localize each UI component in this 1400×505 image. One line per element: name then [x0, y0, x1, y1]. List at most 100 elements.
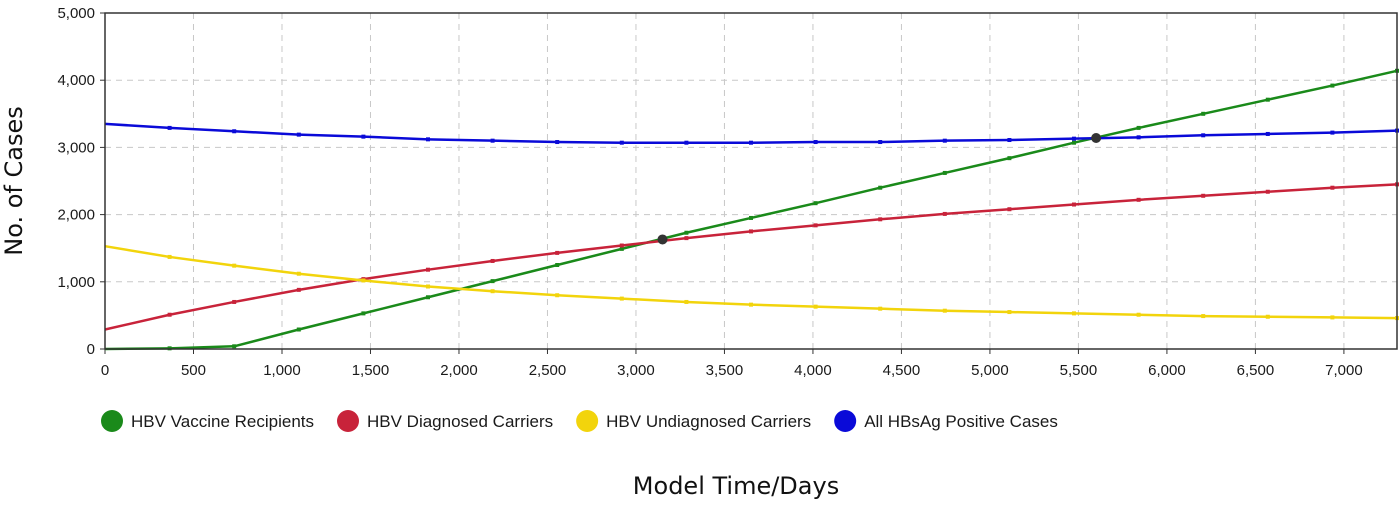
x-tick-label: 3,500 [706, 362, 744, 379]
x-tick-label: 1,500 [352, 362, 390, 379]
series-point [619, 296, 624, 301]
series-point [361, 134, 366, 139]
series-point [1072, 140, 1076, 145]
x-tick-label: 2,500 [529, 362, 567, 379]
legend-swatch [337, 410, 359, 432]
legend-label: HBV Diagnosed Carriers [367, 412, 553, 431]
series-point [942, 211, 947, 216]
series-point [232, 299, 237, 304]
x-tick-label: 3,000 [617, 362, 655, 379]
grid-lines [105, 13, 1397, 349]
series-point [813, 304, 818, 309]
series-point [426, 295, 430, 300]
intersection-markers [657, 132, 1102, 245]
series-point [813, 223, 818, 228]
series-point [813, 140, 818, 145]
axis-ticks: 0 500 1,000 1,500 2,000 2,500 3,000 3,500 4,000 4… [57, 5, 1362, 379]
series-point [167, 125, 172, 130]
series-point [749, 140, 753, 145]
series-line-3 [104, 244, 1398, 320]
x-axis-title: Model Time/Days [633, 472, 839, 500]
series-point [232, 263, 237, 268]
y-tick-label: 4,000 [57, 72, 95, 89]
series-line-2 [104, 183, 1398, 331]
series-point [1007, 310, 1012, 315]
series-point [232, 344, 237, 349]
x-tick-label: 1,000 [263, 362, 301, 379]
series-point [1072, 311, 1076, 316]
series-point [1201, 111, 1206, 116]
y-tick-label: 0 [87, 341, 95, 358]
series-point [555, 293, 560, 298]
x-tick-label: 4,000 [794, 362, 832, 379]
series-point [1136, 135, 1141, 140]
legend-label: HBV Undiagnosed Carriers [606, 412, 811, 431]
series-point [1265, 189, 1270, 194]
series-point [361, 278, 366, 283]
series-point [878, 140, 883, 145]
series-point [232, 129, 237, 134]
y-tick-label: 1,000 [57, 274, 95, 291]
series-point [684, 140, 689, 145]
series-point [684, 236, 689, 241]
legend-swatch [834, 410, 857, 432]
series-point [684, 230, 689, 235]
series-point [296, 287, 301, 292]
series-point [296, 271, 301, 276]
intersection-marker [1091, 132, 1102, 143]
series-point [167, 254, 172, 259]
intersection-marker [657, 234, 668, 245]
legend-swatch [101, 410, 123, 432]
series-point [684, 299, 689, 304]
series-point [619, 243, 624, 248]
series-point [878, 185, 883, 190]
series-lines [104, 68, 1399, 351]
series-point [490, 138, 495, 143]
series-point [1201, 193, 1206, 198]
series-point [1136, 197, 1141, 202]
series-point [1265, 314, 1270, 319]
series-point [813, 201, 818, 206]
series-point [555, 140, 560, 145]
series-point [942, 138, 947, 143]
series-point [490, 279, 495, 284]
y-tick-label: 5,000 [57, 5, 95, 22]
series-point [1330, 130, 1335, 135]
series-point [1007, 207, 1012, 212]
x-tick-label: 7,000 [1325, 362, 1363, 379]
plot-frame [104, 12, 1398, 350]
x-tick-label: 500 [181, 362, 206, 379]
legend-label: HBV Vaccine Recipients [131, 412, 314, 431]
series-point [1136, 125, 1141, 130]
legend-swatch [576, 410, 599, 432]
series-point [942, 308, 947, 313]
series-point [296, 327, 301, 332]
series-point [426, 137, 430, 142]
series-point [942, 170, 947, 175]
series-point [1136, 312, 1141, 317]
series-point [749, 302, 753, 307]
series-point [167, 312, 172, 317]
series-point [361, 311, 366, 316]
x-tick-label: 6,500 [1237, 362, 1275, 379]
y-tick-label: 2,000 [57, 207, 95, 224]
x-tick-label: 6,000 [1148, 362, 1186, 379]
series-point [1201, 133, 1206, 138]
series-point [296, 132, 301, 137]
series-point [490, 289, 495, 294]
series-point [555, 250, 560, 255]
y-tick-label: 3,000 [57, 139, 95, 156]
series-point [878, 306, 883, 311]
y-axis-title: No. of Cases [0, 106, 28, 255]
series-point [749, 215, 753, 220]
x-tick-label: 5,000 [971, 362, 1009, 379]
x-tick-label: 2,000 [440, 362, 478, 379]
series-point [1007, 156, 1012, 161]
series-point [555, 263, 560, 267]
legend: HBV Vaccine Recipients HBV Diagnosed Carr… [101, 410, 1058, 432]
series-point [1007, 138, 1012, 143]
series-point [426, 267, 430, 272]
x-tick-label: 4,500 [883, 362, 921, 379]
series-point [1265, 97, 1270, 102]
